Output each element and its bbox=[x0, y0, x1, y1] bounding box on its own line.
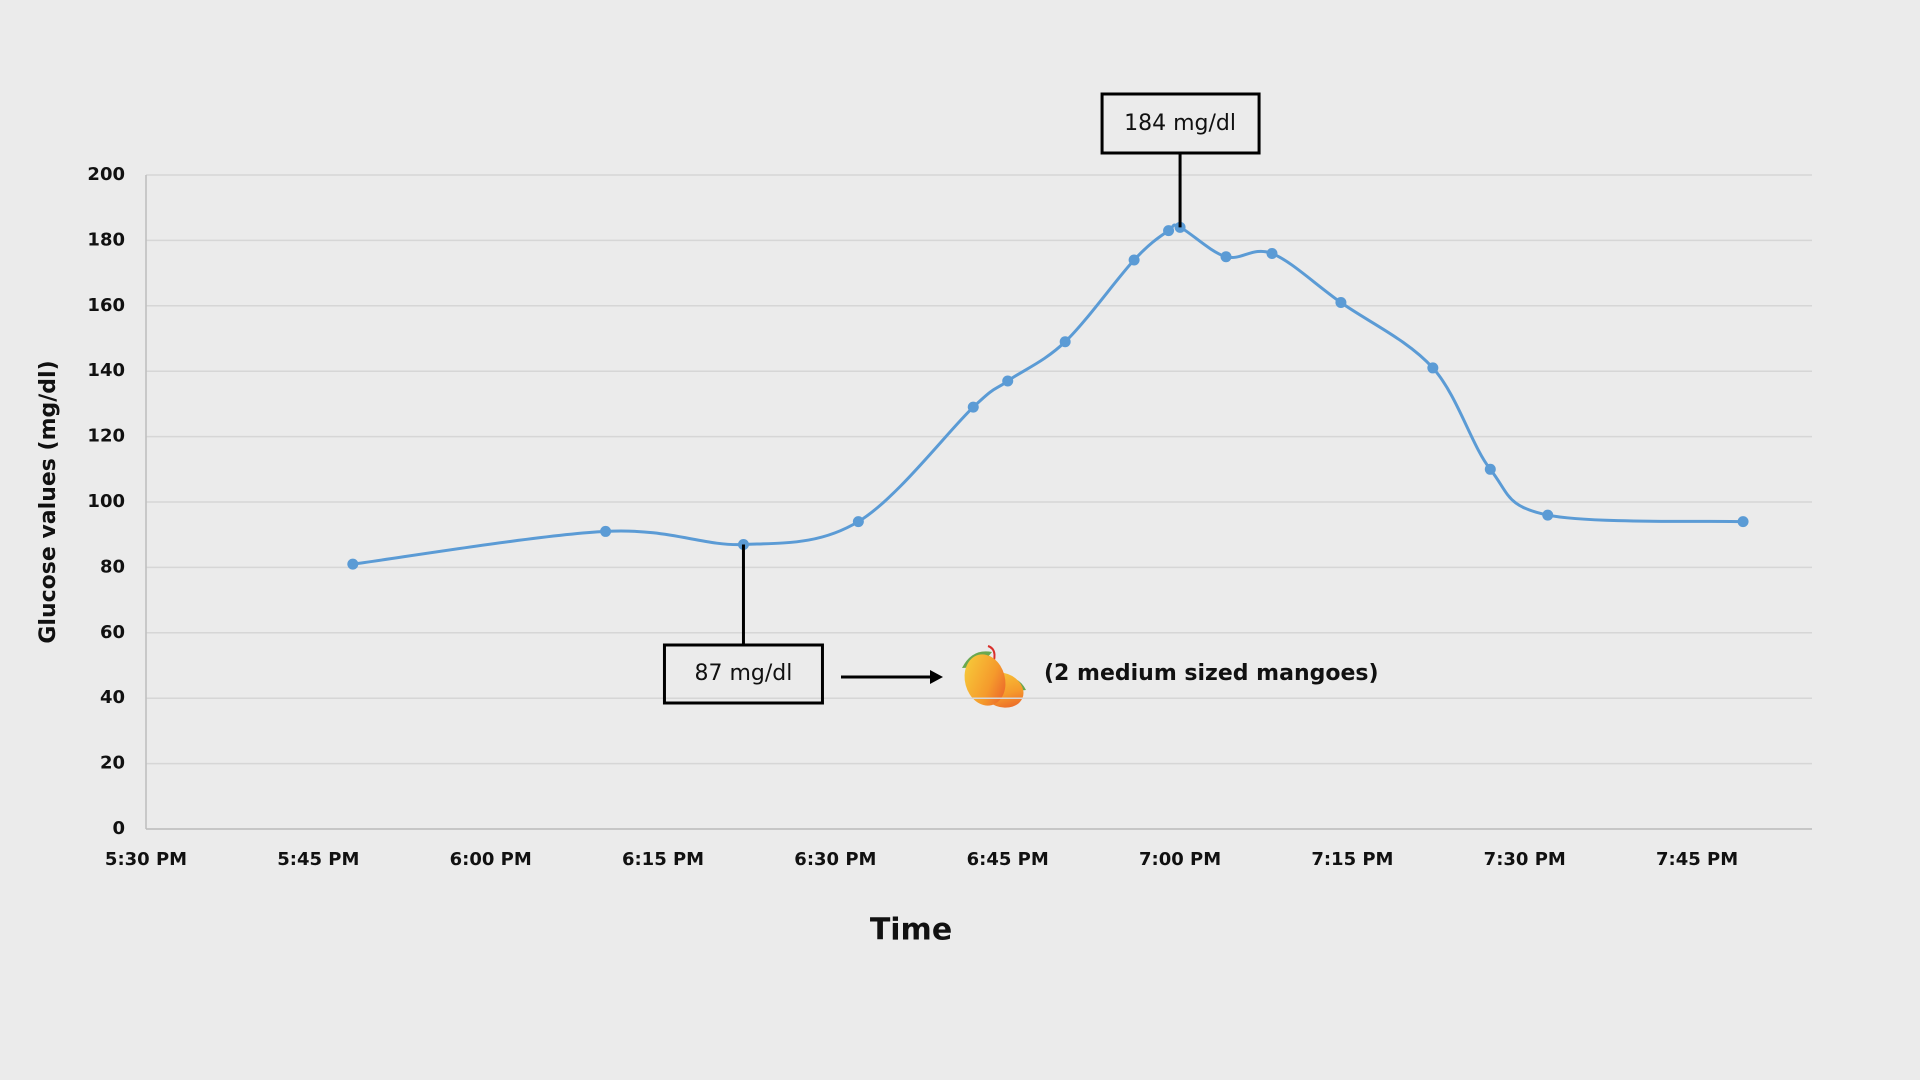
y-tick-label: 180 bbox=[87, 229, 125, 250]
point bbox=[1220, 251, 1232, 263]
x-tick-label: 6:15 PM bbox=[622, 849, 704, 870]
x-tick-label: 5:30 PM bbox=[105, 849, 187, 870]
point bbox=[1163, 225, 1175, 237]
annotation-box bbox=[1100, 92, 1261, 155]
point bbox=[1335, 297, 1347, 309]
line bbox=[352, 223, 1744, 566]
y-tick-label: 60 bbox=[100, 622, 125, 643]
y-tick-label: 120 bbox=[87, 426, 125, 447]
point bbox=[1059, 336, 1071, 348]
x-tick-label: 6:00 PM bbox=[450, 849, 532, 870]
y-tick-label: 40 bbox=[100, 687, 125, 708]
y-tick-label: 20 bbox=[100, 753, 125, 774]
y-tick-label: 100 bbox=[87, 491, 125, 512]
point bbox=[1542, 509, 1554, 521]
annotation: 184 mg/dl bbox=[1124, 111, 1236, 136]
y-tick-label: 80 bbox=[100, 556, 125, 577]
y-tick-label: 160 bbox=[87, 295, 125, 316]
point bbox=[600, 525, 612, 537]
point bbox=[1002, 375, 1014, 387]
point bbox=[1266, 247, 1278, 259]
point bbox=[1737, 516, 1749, 528]
y-tick-label: 200 bbox=[87, 164, 125, 185]
x-tick-label: 6:45 PM bbox=[967, 849, 1049, 870]
x-tick-label: 7:15 PM bbox=[1311, 849, 1393, 870]
point bbox=[1128, 254, 1140, 266]
x-tick-label: 7:45 PM bbox=[1656, 849, 1738, 870]
x-tick-label: 7:00 PM bbox=[1139, 849, 1221, 870]
x-axis-label: Time bbox=[870, 913, 952, 948]
point bbox=[1484, 463, 1496, 475]
x-tick-label: 7:30 PM bbox=[1484, 849, 1566, 870]
annotation: 87 mg/dl bbox=[695, 661, 793, 686]
x-tick-label: 6:30 PM bbox=[794, 849, 876, 870]
annotation: (2 medium sized mangoes) bbox=[1044, 661, 1379, 686]
annotation-box bbox=[662, 643, 824, 705]
mango-icon bbox=[962, 645, 1026, 708]
y-axis-label: Glucose values (mg/dl) bbox=[36, 360, 61, 643]
y-tick-label: 0 bbox=[112, 818, 125, 839]
y-tick-label: 140 bbox=[87, 360, 125, 381]
arrow-head bbox=[930, 670, 943, 684]
point bbox=[347, 558, 359, 570]
point bbox=[852, 516, 864, 528]
point bbox=[1427, 362, 1439, 374]
x-tick-label: 5:45 PM bbox=[277, 849, 359, 870]
point bbox=[967, 401, 979, 413]
